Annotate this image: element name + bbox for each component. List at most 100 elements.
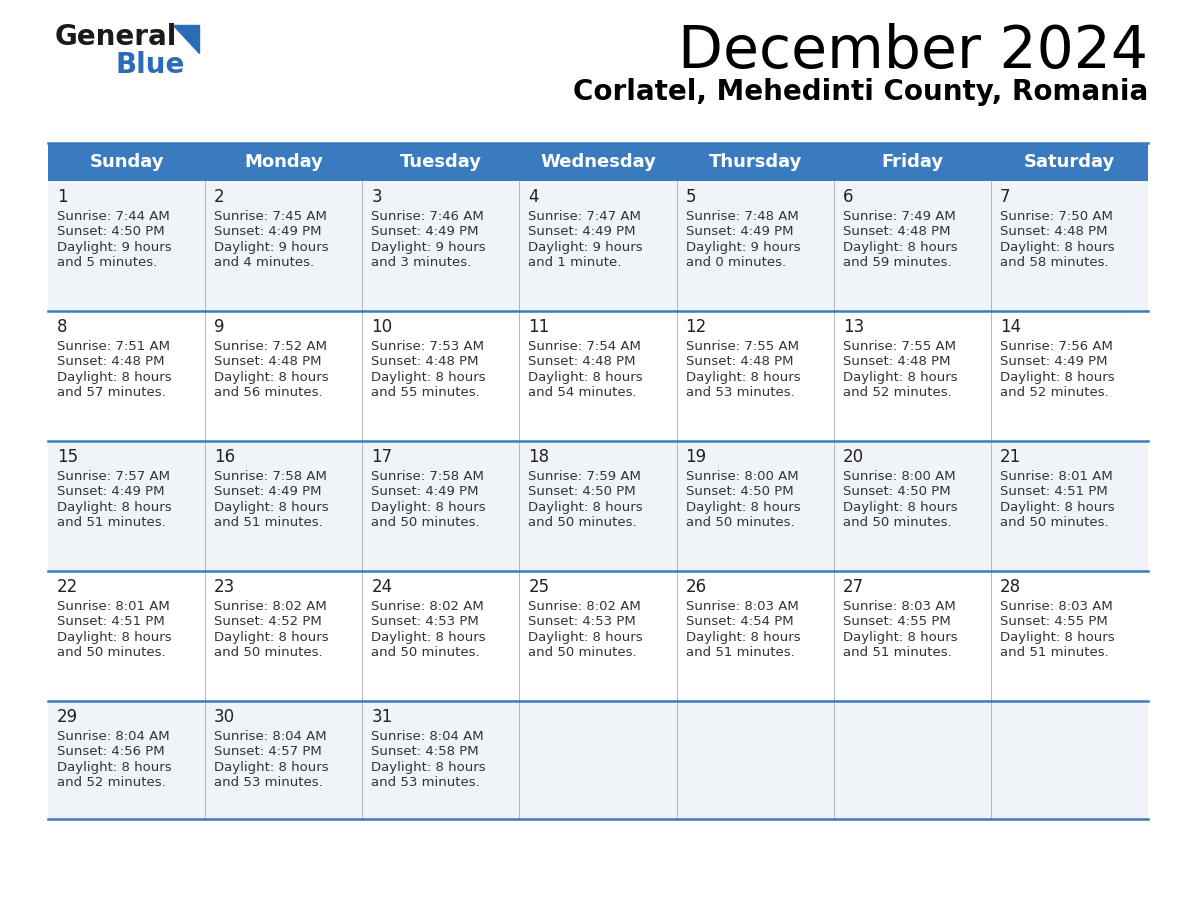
Text: Daylight: 8 hours: Daylight: 8 hours <box>842 241 958 253</box>
Text: Sunrise: 7:52 AM: Sunrise: 7:52 AM <box>214 340 327 353</box>
Polygon shape <box>173 25 200 53</box>
Text: Sunset: 4:49 PM: Sunset: 4:49 PM <box>1000 355 1107 368</box>
Text: Sunset: 4:56 PM: Sunset: 4:56 PM <box>57 745 165 758</box>
Text: and 51 minutes.: and 51 minutes. <box>685 646 795 659</box>
Text: and 54 minutes.: and 54 minutes. <box>529 386 637 399</box>
Text: 26: 26 <box>685 578 707 596</box>
Text: and 51 minutes.: and 51 minutes. <box>57 516 166 529</box>
Text: Sunset: 4:51 PM: Sunset: 4:51 PM <box>1000 486 1107 498</box>
Text: and 53 minutes.: and 53 minutes. <box>214 777 323 789</box>
Text: Daylight: 8 hours: Daylight: 8 hours <box>842 371 958 384</box>
Text: 12: 12 <box>685 318 707 336</box>
Text: 31: 31 <box>372 708 392 726</box>
Text: Sunset: 4:48 PM: Sunset: 4:48 PM <box>372 355 479 368</box>
Text: Daylight: 8 hours: Daylight: 8 hours <box>372 500 486 514</box>
Text: Daylight: 8 hours: Daylight: 8 hours <box>529 631 643 644</box>
Text: 3: 3 <box>372 188 381 206</box>
Bar <box>48 143 1148 181</box>
Text: Sunset: 4:55 PM: Sunset: 4:55 PM <box>1000 615 1107 628</box>
Text: and 50 minutes.: and 50 minutes. <box>1000 516 1108 529</box>
Text: and 55 minutes.: and 55 minutes. <box>372 386 480 399</box>
Text: Daylight: 8 hours: Daylight: 8 hours <box>57 761 171 774</box>
Text: Sunset: 4:55 PM: Sunset: 4:55 PM <box>842 615 950 628</box>
Text: 8: 8 <box>57 318 68 336</box>
Text: Sunset: 4:49 PM: Sunset: 4:49 PM <box>214 225 322 238</box>
Text: Sunrise: 7:50 AM: Sunrise: 7:50 AM <box>1000 209 1113 223</box>
Text: Sunset: 4:48 PM: Sunset: 4:48 PM <box>842 225 950 238</box>
Text: and 0 minutes.: and 0 minutes. <box>685 256 785 269</box>
Text: Sunrise: 8:02 AM: Sunrise: 8:02 AM <box>372 599 484 612</box>
Text: 18: 18 <box>529 448 550 466</box>
Text: and 4 minutes.: and 4 minutes. <box>214 256 315 269</box>
Text: Sunrise: 8:04 AM: Sunrise: 8:04 AM <box>214 730 327 743</box>
Text: Sunrise: 8:03 AM: Sunrise: 8:03 AM <box>1000 599 1113 612</box>
Text: and 1 minute.: and 1 minute. <box>529 256 621 269</box>
Text: Sunrise: 8:02 AM: Sunrise: 8:02 AM <box>529 599 642 612</box>
Text: 9: 9 <box>214 318 225 336</box>
Text: Sunrise: 7:46 AM: Sunrise: 7:46 AM <box>372 209 484 223</box>
Text: Daylight: 8 hours: Daylight: 8 hours <box>842 500 958 514</box>
Text: 14: 14 <box>1000 318 1020 336</box>
Text: Thursday: Thursday <box>708 153 802 171</box>
Text: Sunrise: 7:47 AM: Sunrise: 7:47 AM <box>529 209 642 223</box>
Text: 6: 6 <box>842 188 853 206</box>
Text: Sunset: 4:49 PM: Sunset: 4:49 PM <box>372 486 479 498</box>
Text: and 50 minutes.: and 50 minutes. <box>842 516 952 529</box>
Text: and 53 minutes.: and 53 minutes. <box>372 777 480 789</box>
Text: Sunset: 4:50 PM: Sunset: 4:50 PM <box>529 486 636 498</box>
Text: Sunrise: 7:48 AM: Sunrise: 7:48 AM <box>685 209 798 223</box>
Text: and 5 minutes.: and 5 minutes. <box>57 256 157 269</box>
Text: Sunset: 4:53 PM: Sunset: 4:53 PM <box>372 615 479 628</box>
Text: Sunset: 4:50 PM: Sunset: 4:50 PM <box>57 225 165 238</box>
Text: Daylight: 8 hours: Daylight: 8 hours <box>214 500 329 514</box>
Text: 25: 25 <box>529 578 550 596</box>
Text: and 52 minutes.: and 52 minutes. <box>57 777 166 789</box>
Text: and 50 minutes.: and 50 minutes. <box>685 516 795 529</box>
Text: Daylight: 8 hours: Daylight: 8 hours <box>685 500 801 514</box>
Text: Sunset: 4:49 PM: Sunset: 4:49 PM <box>372 225 479 238</box>
Text: Sunrise: 7:49 AM: Sunrise: 7:49 AM <box>842 209 955 223</box>
Bar <box>48 181 1148 311</box>
Text: Sunrise: 7:53 AM: Sunrise: 7:53 AM <box>372 340 485 353</box>
Text: and 51 minutes.: and 51 minutes. <box>842 646 952 659</box>
Text: Sunset: 4:49 PM: Sunset: 4:49 PM <box>214 486 322 498</box>
Text: Sunday: Sunday <box>89 153 164 171</box>
Text: 11: 11 <box>529 318 550 336</box>
Text: Sunset: 4:49 PM: Sunset: 4:49 PM <box>685 225 794 238</box>
Text: and 50 minutes.: and 50 minutes. <box>372 646 480 659</box>
Text: 28: 28 <box>1000 578 1020 596</box>
Text: Sunset: 4:54 PM: Sunset: 4:54 PM <box>685 615 794 628</box>
Bar <box>48 311 1148 441</box>
Text: and 59 minutes.: and 59 minutes. <box>842 256 952 269</box>
Text: 21: 21 <box>1000 448 1022 466</box>
Text: Daylight: 8 hours: Daylight: 8 hours <box>372 631 486 644</box>
Text: Daylight: 8 hours: Daylight: 8 hours <box>57 631 171 644</box>
Bar <box>48 441 1148 571</box>
Text: Sunset: 4:58 PM: Sunset: 4:58 PM <box>372 745 479 758</box>
Text: Monday: Monday <box>245 153 323 171</box>
Text: and 51 minutes.: and 51 minutes. <box>214 516 323 529</box>
Text: Daylight: 8 hours: Daylight: 8 hours <box>529 500 643 514</box>
Text: December 2024: December 2024 <box>678 23 1148 80</box>
Text: Sunrise: 8:04 AM: Sunrise: 8:04 AM <box>57 730 170 743</box>
Text: Daylight: 8 hours: Daylight: 8 hours <box>214 631 329 644</box>
Text: Sunset: 4:50 PM: Sunset: 4:50 PM <box>842 486 950 498</box>
Text: Daylight: 8 hours: Daylight: 8 hours <box>214 371 329 384</box>
Text: and 52 minutes.: and 52 minutes. <box>842 386 952 399</box>
Text: 17: 17 <box>372 448 392 466</box>
Text: 20: 20 <box>842 448 864 466</box>
Text: Daylight: 8 hours: Daylight: 8 hours <box>372 371 486 384</box>
Text: Daylight: 8 hours: Daylight: 8 hours <box>529 371 643 384</box>
Text: Tuesday: Tuesday <box>400 153 482 171</box>
Text: Sunrise: 7:59 AM: Sunrise: 7:59 AM <box>529 470 642 483</box>
Text: Sunrise: 7:51 AM: Sunrise: 7:51 AM <box>57 340 170 353</box>
Text: 1: 1 <box>57 188 68 206</box>
Text: and 51 minutes.: and 51 minutes. <box>1000 646 1108 659</box>
Text: 10: 10 <box>372 318 392 336</box>
Text: and 50 minutes.: and 50 minutes. <box>372 516 480 529</box>
Text: Wednesday: Wednesday <box>541 153 656 171</box>
Bar <box>48 701 1148 819</box>
Text: Daylight: 9 hours: Daylight: 9 hours <box>57 241 171 253</box>
Text: 27: 27 <box>842 578 864 596</box>
Text: Sunrise: 7:54 AM: Sunrise: 7:54 AM <box>529 340 642 353</box>
